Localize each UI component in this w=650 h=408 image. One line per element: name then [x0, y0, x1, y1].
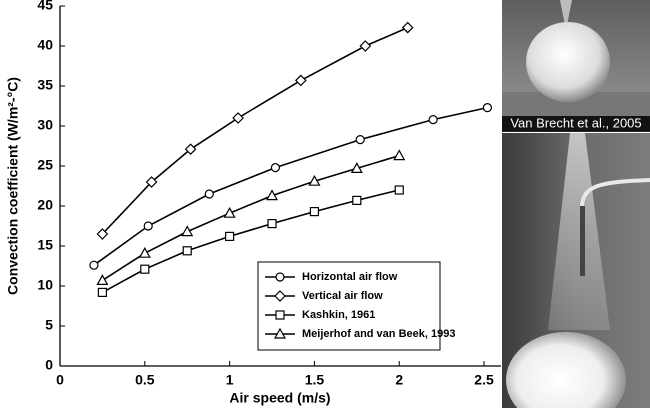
y-tick-label: 30	[37, 117, 53, 133]
x-tick-label: 1	[226, 372, 234, 388]
point	[184, 143, 197, 156]
y-tick-label: 10	[37, 277, 53, 293]
point	[140, 264, 150, 274]
series-line	[101, 154, 400, 282]
legend-label: Vertical air flow	[302, 290, 383, 302]
point	[270, 163, 281, 173]
x-tick-label: 1.5	[305, 372, 325, 388]
point	[295, 74, 307, 87]
point	[89, 260, 99, 270]
x-axis-label: Air speed (m/s)	[229, 390, 330, 406]
point	[223, 206, 236, 218]
y-tick-label: 15	[37, 237, 53, 253]
legend-label: Kashkin, 1961	[302, 309, 375, 321]
point	[138, 246, 151, 258]
image-caption: Van Brecht et al., 2005	[510, 115, 641, 130]
photo-top: Van Brecht et al., 2005	[502, 0, 650, 132]
point	[352, 195, 362, 205]
point	[393, 149, 406, 161]
point	[267, 219, 277, 229]
legend-marker	[274, 290, 286, 302]
legend-marker	[275, 310, 285, 320]
point	[182, 246, 192, 256]
legend-marker	[273, 327, 287, 339]
point	[265, 189, 279, 201]
point	[401, 21, 414, 34]
point	[309, 207, 320, 217]
x-tick-label: 0	[56, 372, 64, 388]
x-tick-label: 2.5	[474, 372, 494, 388]
point	[428, 114, 438, 125]
point	[359, 40, 372, 52]
y-tick-label: 40	[37, 37, 53, 53]
y-tick-label: 0	[45, 357, 53, 373]
point	[97, 287, 108, 297]
point	[181, 225, 194, 237]
point	[204, 189, 214, 199]
legend-label: Horizontal air flow	[302, 271, 398, 283]
y-tick-label: 25	[37, 157, 53, 173]
point	[96, 274, 109, 285]
point	[145, 176, 158, 188]
point	[225, 231, 235, 241]
y-axis-label: Convection coefficient (W/m²-°C)	[5, 77, 21, 295]
y-tick-label: 35	[37, 77, 53, 93]
series-line	[102, 189, 400, 294]
y-tick-label: 45	[37, 0, 53, 13]
point	[143, 221, 153, 231]
point	[96, 228, 109, 240]
x-tick-label: 0.5	[135, 372, 155, 388]
y-tick-label: 20	[37, 197, 53, 213]
legend-label: Meijerhof and van Beek, 1993	[302, 328, 455, 340]
photo-bottom	[502, 133, 650, 408]
point	[308, 174, 321, 186]
legend-marker	[275, 272, 285, 282]
point	[482, 102, 493, 113]
point	[355, 135, 365, 145]
point	[232, 112, 244, 124]
point	[394, 185, 404, 195]
y-tick-label: 5	[45, 317, 53, 333]
point	[350, 162, 363, 173]
x-tick-label: 2	[395, 372, 403, 388]
